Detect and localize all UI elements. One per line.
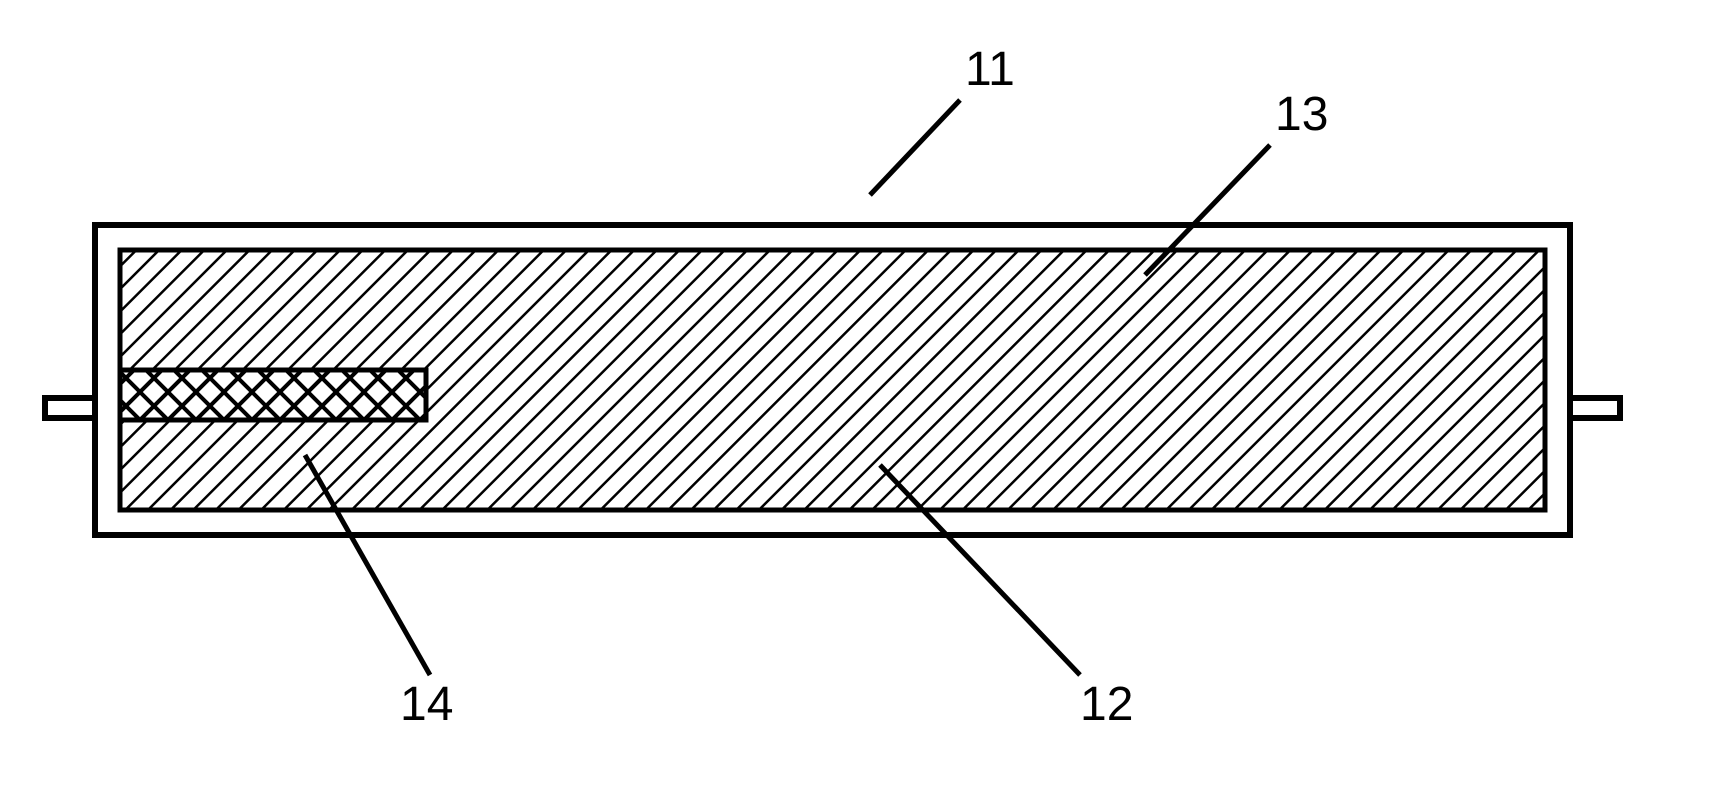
diagram-svg: 11 13 14 12 bbox=[0, 0, 1722, 790]
crosshatch-insert bbox=[120, 370, 426, 420]
label-12: 12 bbox=[1080, 678, 1133, 731]
leader-11 bbox=[870, 100, 960, 195]
left-port bbox=[45, 395, 95, 421]
label-11: 11 bbox=[965, 43, 1015, 96]
right-port bbox=[1570, 395, 1620, 421]
label-14: 14 bbox=[400, 678, 453, 731]
label-13: 13 bbox=[1275, 88, 1328, 141]
